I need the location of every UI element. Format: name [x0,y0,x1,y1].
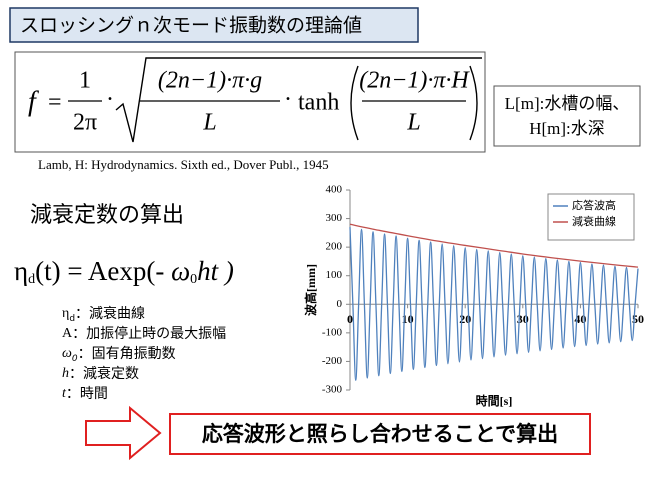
definition: h：減衰定数 [62,365,139,382]
y-tick-label: -100 [322,326,343,338]
title-box [9,7,419,43]
definition: ω0：固有角振動数 [62,346,176,364]
formula-den: L [406,110,420,136]
definitions: ηd：減衰曲線 A：加振停止時の最大振幅 ω0：固有角振動数 h：減衰定数 t：… [62,305,226,402]
text: ：減衰曲線 [75,305,145,322]
definition: ηd：減衰曲線 [62,305,145,324]
formula: f = 1 2π · (2n−1)·π·g L · tanh (2n−1)·π·… [28,57,482,143]
symbol: ω [62,346,72,361]
symbol: t [62,386,67,401]
formula-dot: · [106,87,114,113]
y-axis-label: 波高[mm] [303,264,318,316]
x-axis-label: 時間[s] [476,393,513,408]
conclusion: 応答波形と照らし合わせることで算出 [202,422,558,446]
text: ：加振停止時の最大振幅 [72,325,226,342]
symbol: ω [171,256,190,286]
y-tick-label: 100 [326,269,343,281]
legend-box [547,193,635,241]
formula-den: 2π [73,110,97,136]
formula-dot: · [284,87,292,113]
symbol: A [62,326,73,341]
legend-label: 応答波高 [572,198,616,212]
subscript: 0 [190,272,197,287]
y-tick-label: -300 [322,384,343,396]
arrow [85,405,162,461]
series-line [349,227,639,381]
sqrt-sign [115,57,482,143]
reference: Lamb, H: Hydrodynamics. Sixth ed., Dover… [38,157,329,172]
y-tick-label: 200 [326,241,343,253]
formula-eq: = [48,90,62,116]
paren [469,65,478,141]
legend-label: 減衰曲線 [572,214,616,228]
side-text: H[m]:水深 [529,119,605,138]
text: (t) = Aexp(- [35,256,171,286]
definition: A：加振停止時の最大振幅 [62,325,226,342]
section-title: 減衰定数の算出 [30,203,184,228]
subscript: 0 [72,354,78,364]
paren [350,65,359,141]
side-text: L[m]:水槽の幅、 [505,94,630,113]
symbol: η [14,256,28,286]
decay-formula: ηd(t) = Aexp(- ω0ht ) [14,256,234,287]
x-tick-label: 0 [347,312,353,326]
symbol: η [62,306,69,321]
symbol: h [62,366,69,381]
conclusion-box [169,413,591,455]
definition: t：時間 [62,386,108,402]
slide-title: スロッシングｎ次モード振動数の理論値 [20,15,362,37]
y-tick-label: -200 [322,355,343,367]
formula-num: 1 [79,68,91,94]
y-tick-label: 400 [326,184,343,196]
formula-tanh: tanh [298,90,339,116]
text: ht ) [197,256,234,286]
text: ：時間 [66,386,108,402]
formula-lhs: f [28,86,39,117]
formula-num: (2n−1)·π·H [359,68,470,94]
formula-box [14,51,486,153]
text: ：固有角振動数 [78,346,176,362]
formula-num: (2n−1)·π·g [158,68,262,94]
side-box [493,85,641,147]
text: ：減衰定数 [69,365,139,382]
y-tick-label: 300 [326,212,343,224]
formula-den: L [202,110,216,136]
subscript: d [69,314,75,324]
y-tick-label: 0 [337,298,343,310]
series-line [349,223,639,268]
subscript: d [28,272,35,287]
